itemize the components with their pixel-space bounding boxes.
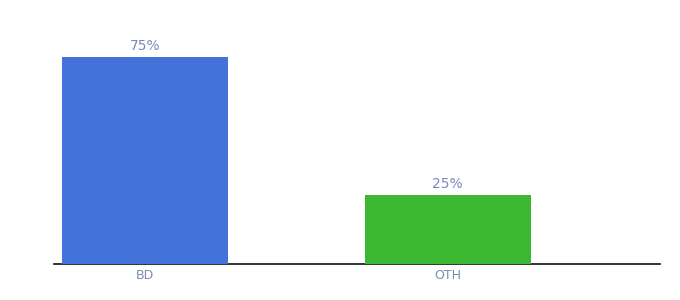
Text: 25%: 25%	[432, 177, 463, 191]
Bar	[364, 195, 531, 264]
Bar	[62, 57, 228, 264]
Text: 75%: 75%	[130, 39, 160, 53]
